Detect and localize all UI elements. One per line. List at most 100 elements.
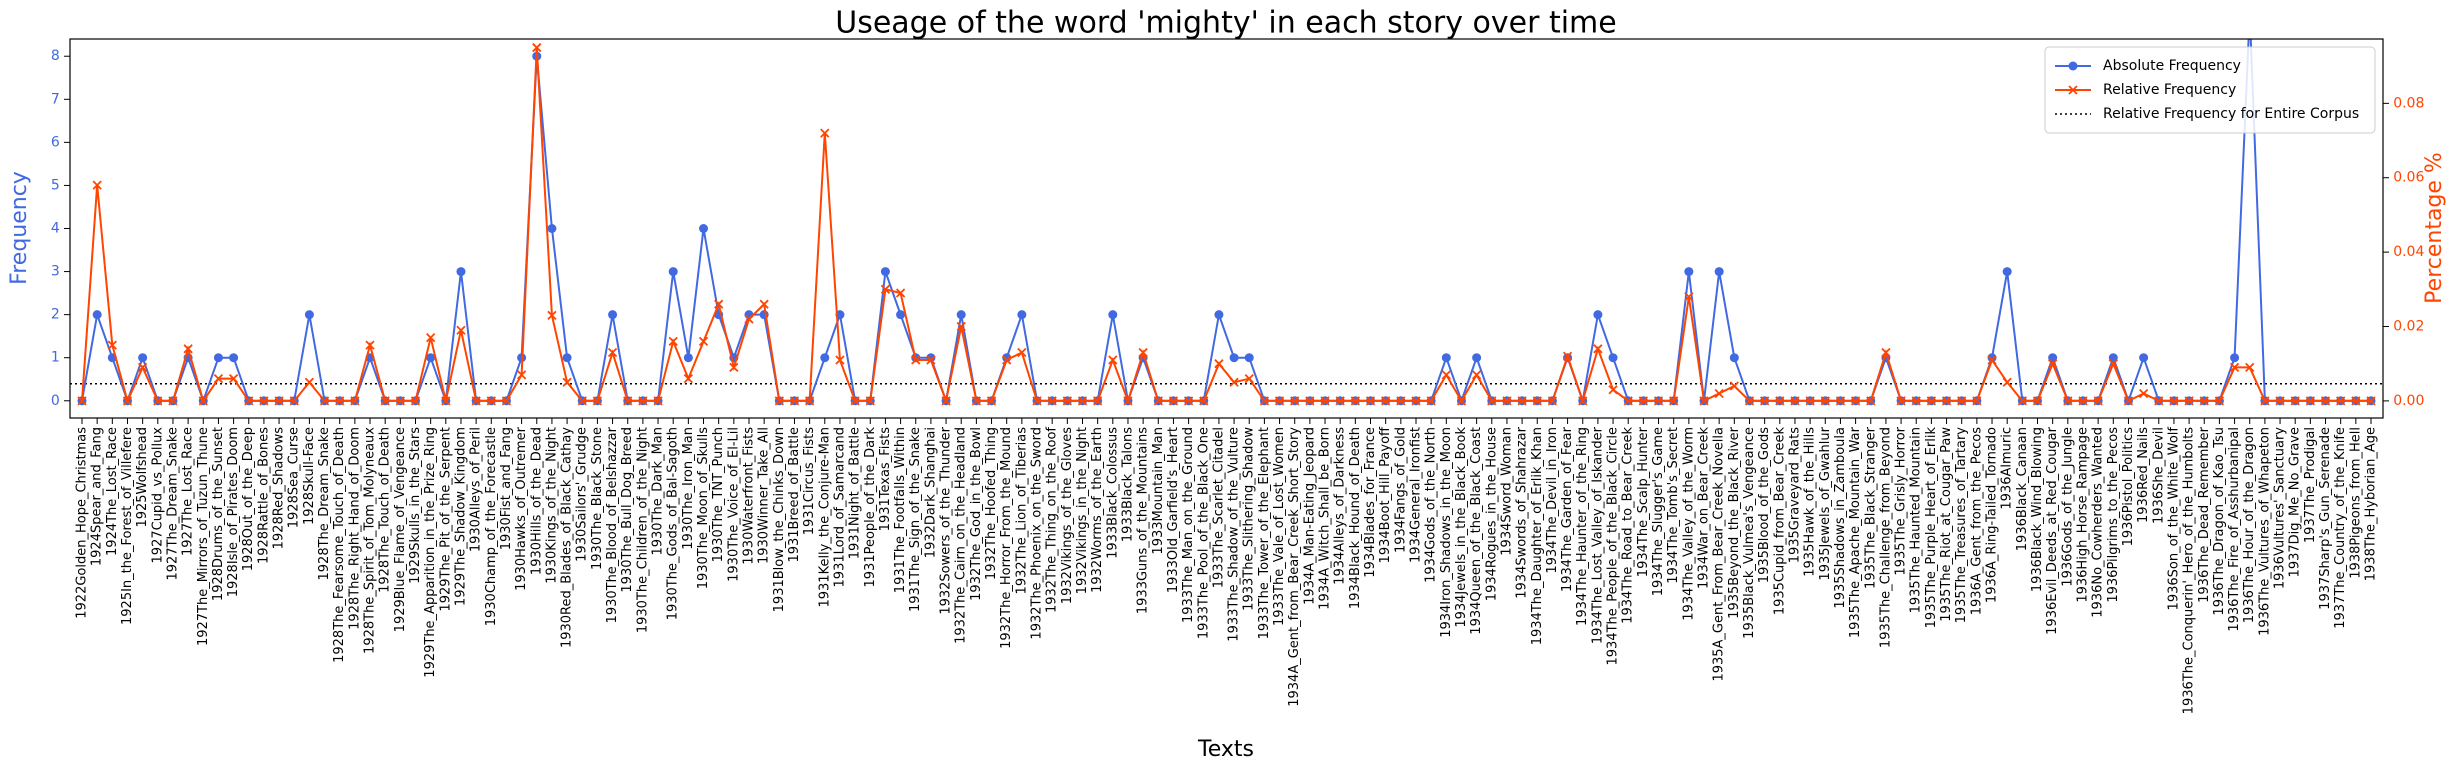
marker	[2320, 396, 2331, 406]
marker	[2245, 362, 2255, 373]
marker	[592, 396, 603, 406]
marker	[138, 353, 148, 363]
x-tick-label: 1931Circus_Fists	[802, 427, 817, 536]
x-tick-label: 1934The_Daughter_of_Erlik_Khan	[1530, 427, 1545, 645]
marker	[456, 267, 466, 277]
marker	[880, 267, 890, 277]
marker	[213, 373, 224, 384]
tick-label: 0.08	[2393, 95, 2424, 111]
x-tick-label: 1929Blue_Flame_of_Vengeance	[393, 427, 408, 632]
marker	[1229, 377, 1239, 387]
x-tick-label: 1936Vultures'_Sanctuary	[2273, 427, 2288, 589]
x-tick-label: 1936The_Dragon_of_Kao_Tsu	[2212, 427, 2227, 616]
x-tick-label: 1935Beyond_the_Black_River	[1727, 426, 1742, 618]
marker	[107, 340, 117, 350]
marker	[1335, 396, 1345, 406]
x-tick-label: 1935The_Haunted_Mountain	[1909, 427, 1924, 613]
x-tick-label: 1929The_Apparition_in_the_Prize_Ring	[423, 427, 438, 678]
marker	[608, 310, 618, 320]
legend-box	[2044, 46, 2376, 134]
marker	[1653, 396, 1664, 406]
x-tick-label: 1934Boot_Hill_Payoff	[1378, 426, 1393, 563]
marker	[1214, 359, 1224, 369]
x-tick-label: 1933The_Man_on_the_Ground	[1181, 427, 1196, 623]
marker	[426, 353, 436, 363]
marker	[1108, 355, 1118, 365]
marker	[759, 310, 769, 320]
legend: Absolute Frequency Relative Frequency Rela…	[2044, 46, 2376, 134]
marker	[1729, 381, 1739, 391]
y2-axis-label: Percentage %	[2422, 152, 2447, 304]
x-tick-label: 1924The_Lost_Race	[105, 427, 120, 556]
x-tick-label: 1936The_Hour_of_the_Dragon	[2242, 427, 2257, 623]
marker	[77, 396, 87, 406]
x-tick-label: 1933Black_Talons	[1120, 427, 1135, 542]
x-tick-label: 1935The_Riot_at_Cougar_Paw	[1939, 427, 1954, 622]
marker	[683, 353, 693, 363]
marker	[304, 310, 314, 320]
marker	[820, 353, 830, 363]
marker	[319, 396, 330, 406]
marker	[168, 396, 178, 406]
marker	[1108, 310, 1118, 320]
x-tick-label: 1935Shadows_in_Zamboula	[1833, 427, 1848, 609]
x-tick-label: 1935Graveyard_Rats	[1787, 427, 1802, 563]
legend-label: Relative Frequency	[2103, 82, 2236, 98]
x-tick-label: 1934The_Slugger's_Game	[1651, 427, 1666, 596]
marker	[1578, 396, 1588, 406]
x-tick-label: 1925In_the_Forest_of_Villefere	[120, 427, 135, 625]
x-tick-label: 1930The_Black_Stone	[590, 427, 605, 570]
tick-label: 4	[51, 221, 60, 237]
marker	[2078, 396, 2088, 406]
x-tick-label: 1934The_Road_to_Bear_Creek	[1621, 427, 1636, 624]
x-tick-label: 1930Alleys_of_Peril	[469, 427, 484, 552]
tick-label: 0.02	[2393, 319, 2424, 335]
plot-frame	[69, 38, 2384, 419]
x-tick-label: 1932Dark_Shanghai	[923, 427, 938, 558]
x-tick-label: 1930Hawks_of_Outremer	[514, 426, 529, 591]
x-tick-label: 1934General_Ironfist	[1408, 427, 1423, 563]
x-tick-label: 1930The_Bull_Dog_Breed	[620, 427, 635, 593]
marker	[395, 396, 405, 406]
tick-label: 2	[51, 307, 60, 323]
x-tick-label: 1934Fangs_of_Gold	[1393, 427, 1408, 553]
marker	[1487, 396, 1497, 406]
marker	[1047, 396, 1057, 406]
marker	[1987, 355, 1997, 365]
marker	[1593, 344, 1603, 354]
x-tick-label: 1933The_Tower_of_the_Elephant	[1257, 427, 1272, 639]
x-tick-label: 1932The_Lion_of_Tiberias	[1014, 427, 1029, 595]
marker	[456, 325, 466, 335]
x-tick-label: 1930The_Gods_of_Bal-Sagoth	[666, 427, 681, 620]
marker	[1426, 396, 1436, 406]
marker	[1199, 396, 1209, 406]
x-tick-label: 1933Mountain_Man	[1151, 427, 1166, 555]
marker	[2002, 267, 2012, 277]
x-tick-label: 1933The_Scarlet_Citadel	[1211, 427, 1226, 588]
marker	[714, 299, 724, 309]
x-tick-label: 1930The_Blood_of_Belshazzar	[605, 426, 620, 623]
marker	[1168, 396, 1179, 406]
marker	[2229, 362, 2240, 373]
marker	[2351, 396, 2361, 406]
marker	[1456, 396, 1467, 406]
x-tick-label: 1936Evil_Deeds_at_Red_Cougar	[2045, 426, 2060, 634]
marker	[137, 362, 148, 373]
x-tick-label: 1932The_Cairn_on_the_Headland	[954, 427, 969, 644]
x-tick-label: 1932The_Horror_From_the_Mound	[999, 427, 1014, 649]
marker	[699, 224, 709, 233]
marker	[653, 396, 663, 406]
x-tick-label: 1935A_Gent_From_Bear_Creek_Novella	[1712, 427, 1727, 682]
marker	[986, 396, 997, 406]
marker	[1638, 396, 1649, 406]
marker	[1547, 396, 1558, 406]
marker	[532, 42, 542, 53]
marker	[2214, 396, 2225, 406]
x-tick-label: 1928Drums_of_the_Sunset	[211, 427, 226, 601]
marker	[1305, 396, 1315, 406]
x-tick-label: 1928The_Touch_of_Death	[378, 427, 393, 593]
marker	[1805, 396, 1815, 406]
marker	[880, 284, 891, 294]
marker	[668, 336, 678, 347]
marker	[1775, 396, 1785, 406]
